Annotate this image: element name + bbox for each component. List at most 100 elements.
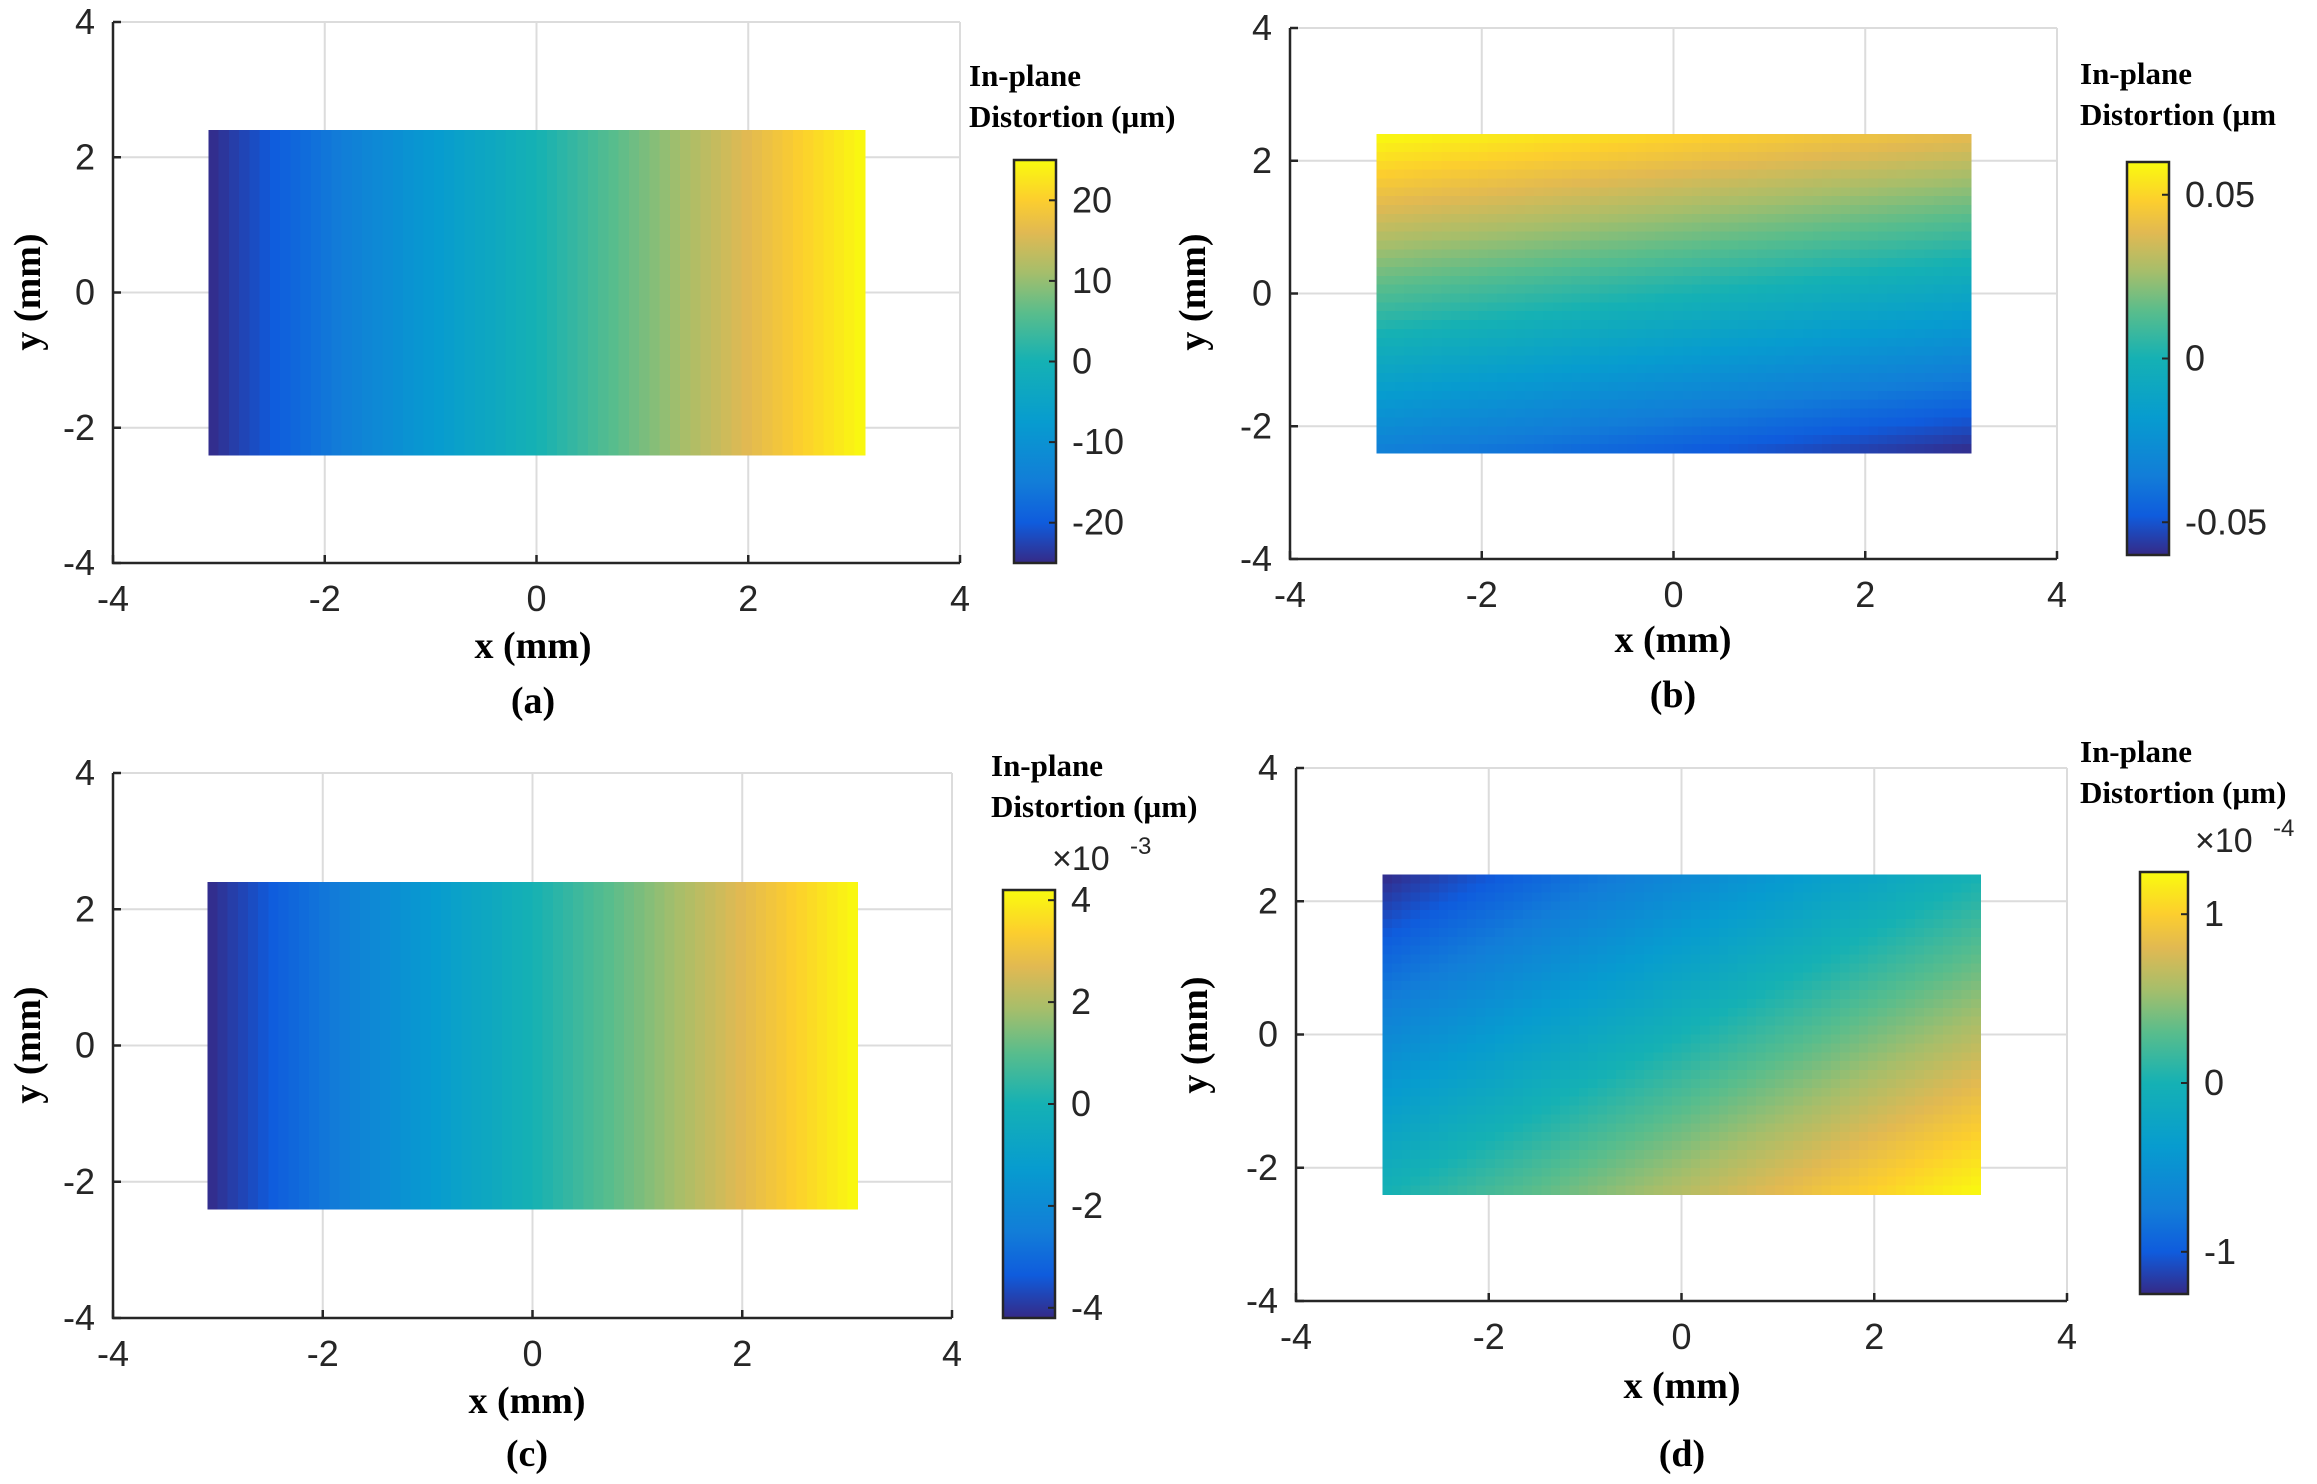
heatmap-cell <box>208 301 220 312</box>
heatmap-cell <box>1608 417 1619 427</box>
heatmap-cell <box>228 283 240 294</box>
heatmap-cell <box>403 229 415 239</box>
heatmap-cell <box>310 265 322 276</box>
heatmap-cell <box>1617 275 1628 286</box>
heatmap-cell <box>1859 284 1870 295</box>
heatmap-cell <box>392 373 404 384</box>
heatmap-cell <box>546 445 558 456</box>
heatmap-cell <box>731 427 743 438</box>
heatmap-cell <box>1441 258 1452 268</box>
heatmap-cell <box>495 400 507 411</box>
heatmap-cell <box>1524 355 1535 365</box>
heatmap-cell <box>1589 435 1600 445</box>
heatmap-cell <box>598 382 609 393</box>
heatmap-cell <box>1506 382 1517 392</box>
heatmap-cell <box>1729 178 1740 188</box>
heatmap-cell <box>268 1154 280 1165</box>
heatmap-cell <box>1441 346 1452 357</box>
heatmap-cell <box>227 1199 239 1210</box>
heatmap-cell <box>403 166 415 176</box>
heatmap-cell <box>1729 373 1740 383</box>
heatmap-cell <box>741 229 753 239</box>
heatmap-cell <box>227 918 239 929</box>
heatmap-cell <box>1784 364 1795 374</box>
heatmap-cell <box>300 337 312 348</box>
heatmap-cell <box>515 310 527 321</box>
heatmap-cell <box>1394 364 1405 374</box>
heatmap-cell <box>854 301 866 312</box>
heatmap-cell <box>1914 311 1925 321</box>
heatmap-cell <box>546 364 558 375</box>
heatmap-cell <box>659 409 671 420</box>
heatmap-cell <box>474 265 486 276</box>
heatmap-cell <box>249 436 261 447</box>
heatmap-cell <box>1534 320 1545 330</box>
heatmap-cell <box>1710 222 1721 233</box>
heatmap-cell <box>372 337 384 348</box>
heatmap-cell <box>1524 169 1535 180</box>
heatmap-cell <box>362 436 373 447</box>
heatmap-cell <box>1840 258 1851 268</box>
heatmap-cell <box>207 1100 219 1110</box>
heatmap-cell <box>237 1172 249 1183</box>
heatmap-cell <box>1896 196 1907 206</box>
heatmap-cell <box>1487 346 1498 357</box>
heatmap-cell <box>1589 266 1600 277</box>
heatmap-cell <box>1534 160 1545 171</box>
heatmap-cell <box>1654 346 1665 357</box>
heatmap-cell <box>269 418 281 429</box>
heatmap-cell <box>269 256 281 267</box>
heatmap-cell <box>1394 143 1405 153</box>
heatmap-cell <box>1469 311 1480 321</box>
heatmap-cell <box>1450 231 1461 241</box>
heatmap-cell <box>1515 417 1526 427</box>
heatmap-cell <box>639 139 650 149</box>
heatmap-cell <box>341 130 353 140</box>
heatmap-cell <box>207 882 219 892</box>
heatmap-cell <box>464 445 476 456</box>
heatmap-cell <box>1692 249 1702 259</box>
heatmap-cell <box>1887 355 1898 365</box>
heatmap-cell <box>1645 373 1656 383</box>
heatmap-cell <box>382 211 394 221</box>
heatmap-cell <box>1487 196 1498 206</box>
heatmap-cell <box>710 256 722 267</box>
heatmap-cell <box>1654 275 1665 286</box>
heatmap-cell <box>1784 196 1795 206</box>
heatmap-cell <box>310 175 322 185</box>
heatmap-cell <box>444 292 456 303</box>
heatmap-cell <box>1450 311 1461 321</box>
heatmap-cell <box>577 373 589 384</box>
heatmap-cell <box>341 382 353 393</box>
heatmap-cell <box>1413 222 1424 233</box>
heatmap-cell <box>700 184 712 194</box>
heatmap-cell <box>341 202 353 212</box>
heatmap-cell <box>1803 382 1814 392</box>
heatmap-cell <box>1385 293 1396 303</box>
heatmap-cell <box>762 202 774 212</box>
heatmap-cell <box>700 445 712 456</box>
heatmap-cell <box>1933 178 1944 188</box>
heatmap-cell <box>649 400 661 411</box>
heatmap-cell <box>1710 143 1721 153</box>
heatmap-cell <box>218 445 230 456</box>
heatmap-cell <box>1775 320 1786 330</box>
heatmap-cell <box>372 382 384 393</box>
heatmap-cell <box>1459 426 1470 436</box>
heatmap-cell <box>782 391 794 402</box>
heatmap-cell <box>1422 399 1433 410</box>
heatmap-cell <box>1654 311 1665 321</box>
heatmap-cell <box>1608 284 1619 295</box>
heatmap-cell <box>1515 213 1526 224</box>
heatmap-cell <box>423 391 435 402</box>
heatmap-cell <box>218 319 230 330</box>
heatmap-cell <box>844 283 856 294</box>
heatmap-cell <box>413 238 425 249</box>
heatmap-cell <box>1608 151 1619 162</box>
heatmap-cell <box>649 301 661 312</box>
heatmap-cell <box>587 400 599 411</box>
heatmap-cell <box>526 409 538 420</box>
heatmap-cell <box>239 283 250 294</box>
heatmap-cell <box>278 1009 290 1019</box>
heatmap-cell <box>1543 178 1554 188</box>
